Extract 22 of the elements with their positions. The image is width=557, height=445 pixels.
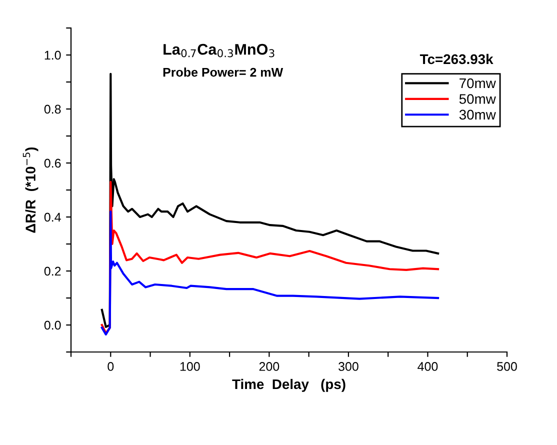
annotation: Tc=263.93k — [420, 54, 494, 64]
legend-label: 70mw — [460, 78, 496, 88]
x-tick-label: 0 — [108, 362, 114, 371]
x-tick-label: 400 — [418, 362, 438, 371]
y-tick-label: 0.0 — [44, 320, 61, 330]
x-tick-label: 500 — [497, 362, 517, 371]
annotation: La$_{0.7}$Ca$_{0.3}$MnO$_{3}$ — [164, 44, 274, 58]
y-tick-label: 1.0 — [44, 50, 61, 60]
y-tick-label: 0.6 — [44, 158, 61, 168]
annotation: Probe Power= 2 mW — [163, 68, 284, 77]
x-tick-label: 200 — [259, 362, 280, 371]
legend-label: 30mw — [459, 110, 496, 120]
y-tick-label: 0.4 — [44, 212, 61, 222]
line-series — [100, 180, 440, 334]
legend-label: 50mw — [459, 94, 496, 104]
y-tick-label: 0.2 — [44, 266, 61, 276]
line-series — [100, 210, 440, 336]
x-axis-title: Time Delay (ps) — [232, 378, 346, 392]
x-tick-label: 300 — [338, 362, 358, 371]
y-axis-title: ΔR/R (*10$^{−5}$) — [22, 147, 38, 233]
y-tick-label: 0.8 — [44, 104, 61, 114]
x-tick-label: 100 — [180, 362, 200, 371]
